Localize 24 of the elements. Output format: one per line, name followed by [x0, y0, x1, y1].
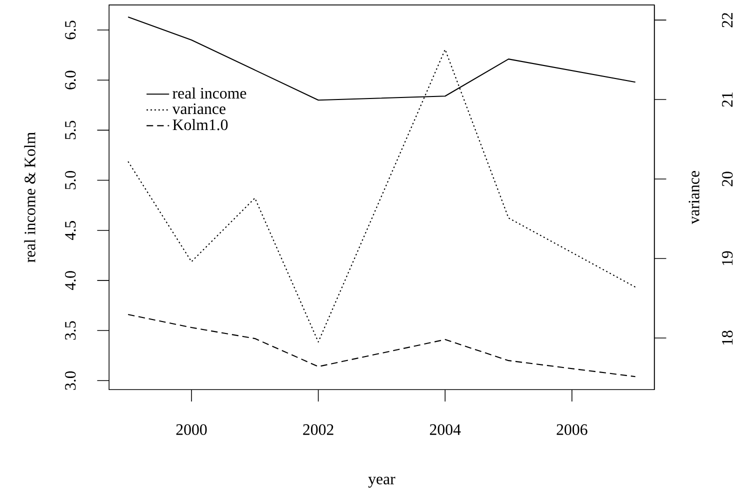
y2-tick-label: 20 [722, 172, 733, 186]
y-tick-label: 6.5 [65, 20, 76, 40]
x-tick-label: 2006 [556, 424, 588, 436]
y-tick-label: 5.0 [65, 171, 76, 190]
x-tick-label: 2000 [176, 424, 207, 436]
y2-tick-label: 21 [722, 92, 733, 107]
y-tick-label: 4.0 [65, 271, 76, 290]
y2-axis-title: variance [688, 171, 700, 224]
y-axis-title: real income & Kolm [24, 132, 36, 263]
y2-tick-label: 22 [722, 13, 733, 28]
legend-label: Kolm1.0 [172, 119, 228, 130]
x-tick-label: 2004 [430, 424, 461, 436]
y2-tick-label: 18 [722, 330, 733, 345]
y2-tick-label: 19 [722, 251, 733, 266]
line-series [128, 314, 636, 378]
y-tick-label: 3.0 [65, 371, 76, 390]
x-tick-label: 2002 [303, 424, 334, 436]
legend-label: variance [172, 104, 226, 114]
y-tick-label: 3.5 [65, 321, 76, 340]
y-tick-label: 4.5 [65, 221, 76, 240]
legend-label: real income [172, 88, 246, 99]
y-tick-label: 5.5 [65, 121, 76, 140]
x-axis-title: year [368, 476, 396, 488]
y-tick-label: 6.0 [65, 70, 76, 90]
